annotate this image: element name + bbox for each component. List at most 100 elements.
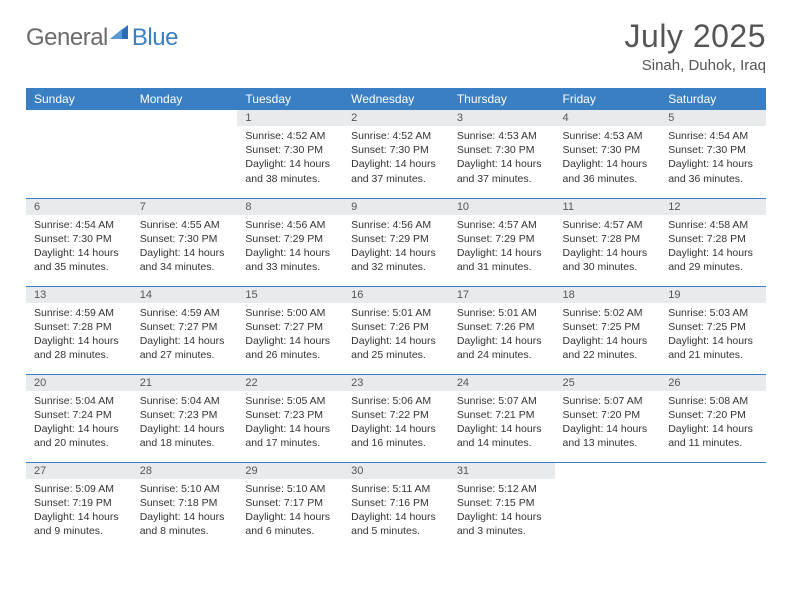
sunset-line: Sunset: 7:20 PM <box>668 408 758 422</box>
calendar-day-cell: 19Sunrise: 5:03 AMSunset: 7:25 PMDayligh… <box>660 286 766 374</box>
day-number: 22 <box>237 375 343 391</box>
daylight-line: Daylight: 14 hours and 20 minutes. <box>34 422 124 450</box>
day-content: Sunrise: 5:05 AMSunset: 7:23 PMDaylight:… <box>237 391 343 455</box>
logo: General Blue <box>26 18 178 52</box>
sunrise-line: Sunrise: 4:54 AM <box>34 218 124 232</box>
calendar-day-cell: 31Sunrise: 5:12 AMSunset: 7:15 PMDayligh… <box>449 462 555 550</box>
day-content: Sunrise: 4:57 AMSunset: 7:29 PMDaylight:… <box>449 215 555 279</box>
daylight-line: Daylight: 14 hours and 26 minutes. <box>245 334 335 362</box>
day-content: Sunrise: 4:52 AMSunset: 7:30 PMDaylight:… <box>237 126 343 190</box>
weekday-header-row: Sunday Monday Tuesday Wednesday Thursday… <box>26 88 766 110</box>
calendar-day-cell: 1Sunrise: 4:52 AMSunset: 7:30 PMDaylight… <box>237 110 343 198</box>
calendar-week-row: 20Sunrise: 5:04 AMSunset: 7:24 PMDayligh… <box>26 374 766 462</box>
day-content: Sunrise: 5:07 AMSunset: 7:21 PMDaylight:… <box>449 391 555 455</box>
day-number: 31 <box>449 463 555 479</box>
sunrise-line: Sunrise: 4:53 AM <box>457 129 547 143</box>
day-content: Sunrise: 4:56 AMSunset: 7:29 PMDaylight:… <box>237 215 343 279</box>
calendar-day-cell <box>26 110 132 198</box>
title-block: July 2025 Sinah, Duhok, Iraq <box>625 18 766 74</box>
day-content: Sunrise: 4:53 AMSunset: 7:30 PMDaylight:… <box>555 126 661 190</box>
daylight-line: Daylight: 14 hours and 22 minutes. <box>563 334 653 362</box>
sunset-line: Sunset: 7:24 PM <box>34 408 124 422</box>
header: General Blue July 2025 Sinah, Duhok, Ira… <box>26 18 766 74</box>
calendar-day-cell: 23Sunrise: 5:06 AMSunset: 7:22 PMDayligh… <box>343 374 449 462</box>
sunset-line: Sunset: 7:26 PM <box>351 320 441 334</box>
calendar-day-cell: 7Sunrise: 4:55 AMSunset: 7:30 PMDaylight… <box>132 198 238 286</box>
sunset-line: Sunset: 7:30 PM <box>668 143 758 157</box>
sunset-line: Sunset: 7:25 PM <box>668 320 758 334</box>
daylight-line: Daylight: 14 hours and 16 minutes. <box>351 422 441 450</box>
sunrise-line: Sunrise: 4:57 AM <box>563 218 653 232</box>
sunrise-line: Sunrise: 5:09 AM <box>34 482 124 496</box>
location: Sinah, Duhok, Iraq <box>625 57 766 74</box>
weekday-header: Friday <box>555 88 661 110</box>
day-number: 11 <box>555 199 661 215</box>
daylight-line: Daylight: 14 hours and 38 minutes. <box>245 157 335 185</box>
day-number: 24 <box>449 375 555 391</box>
day-content: Sunrise: 4:57 AMSunset: 7:28 PMDaylight:… <box>555 215 661 279</box>
daylight-line: Daylight: 14 hours and 37 minutes. <box>457 157 547 185</box>
sunset-line: Sunset: 7:23 PM <box>245 408 335 422</box>
calendar-day-cell: 10Sunrise: 4:57 AMSunset: 7:29 PMDayligh… <box>449 198 555 286</box>
logo-text-general: General <box>26 24 108 52</box>
sunset-line: Sunset: 7:28 PM <box>563 232 653 246</box>
weekday-header: Thursday <box>449 88 555 110</box>
calendar-day-cell <box>132 110 238 198</box>
day-number <box>660 463 766 479</box>
sunset-line: Sunset: 7:17 PM <box>245 496 335 510</box>
calendar-day-cell: 27Sunrise: 5:09 AMSunset: 7:19 PMDayligh… <box>26 462 132 550</box>
daylight-line: Daylight: 14 hours and 36 minutes. <box>563 157 653 185</box>
calendar-day-cell: 11Sunrise: 4:57 AMSunset: 7:28 PMDayligh… <box>555 198 661 286</box>
logo-text-blue: Blue <box>132 24 178 52</box>
day-content: Sunrise: 5:01 AMSunset: 7:26 PMDaylight:… <box>449 303 555 367</box>
sunrise-line: Sunrise: 5:06 AM <box>351 394 441 408</box>
daylight-line: Daylight: 14 hours and 8 minutes. <box>140 510 230 538</box>
day-number: 26 <box>660 375 766 391</box>
day-content: Sunrise: 4:59 AMSunset: 7:28 PMDaylight:… <box>26 303 132 367</box>
sunset-line: Sunset: 7:20 PM <box>563 408 653 422</box>
day-number: 19 <box>660 287 766 303</box>
day-number: 20 <box>26 375 132 391</box>
calendar-day-cell <box>660 462 766 550</box>
daylight-line: Daylight: 14 hours and 6 minutes. <box>245 510 335 538</box>
day-number: 2 <box>343 110 449 126</box>
day-content: Sunrise: 5:08 AMSunset: 7:20 PMDaylight:… <box>660 391 766 455</box>
day-number: 18 <box>555 287 661 303</box>
sunrise-line: Sunrise: 4:55 AM <box>140 218 230 232</box>
sunrise-line: Sunrise: 4:59 AM <box>140 306 230 320</box>
daylight-line: Daylight: 14 hours and 28 minutes. <box>34 334 124 362</box>
calendar-week-row: 13Sunrise: 4:59 AMSunset: 7:28 PMDayligh… <box>26 286 766 374</box>
sunset-line: Sunset: 7:30 PM <box>140 232 230 246</box>
day-number: 10 <box>449 199 555 215</box>
calendar-day-cell: 16Sunrise: 5:01 AMSunset: 7:26 PMDayligh… <box>343 286 449 374</box>
calendar-day-cell: 15Sunrise: 5:00 AMSunset: 7:27 PMDayligh… <box>237 286 343 374</box>
sunrise-line: Sunrise: 5:08 AM <box>668 394 758 408</box>
daylight-line: Daylight: 14 hours and 30 minutes. <box>563 246 653 274</box>
sunrise-line: Sunrise: 5:11 AM <box>351 482 441 496</box>
day-number: 29 <box>237 463 343 479</box>
daylight-line: Daylight: 14 hours and 35 minutes. <box>34 246 124 274</box>
day-number <box>26 110 132 126</box>
logo-sail-icon <box>108 23 130 41</box>
daylight-line: Daylight: 14 hours and 34 minutes. <box>140 246 230 274</box>
daylight-line: Daylight: 14 hours and 9 minutes. <box>34 510 124 538</box>
day-number: 16 <box>343 287 449 303</box>
day-content: Sunrise: 5:09 AMSunset: 7:19 PMDaylight:… <box>26 479 132 543</box>
sunrise-line: Sunrise: 5:12 AM <box>457 482 547 496</box>
calendar-day-cell: 9Sunrise: 4:56 AMSunset: 7:29 PMDaylight… <box>343 198 449 286</box>
calendar-day-cell: 18Sunrise: 5:02 AMSunset: 7:25 PMDayligh… <box>555 286 661 374</box>
sunset-line: Sunset: 7:30 PM <box>563 143 653 157</box>
sunset-line: Sunset: 7:27 PM <box>245 320 335 334</box>
day-number: 6 <box>26 199 132 215</box>
sunrise-line: Sunrise: 5:03 AM <box>668 306 758 320</box>
day-number: 13 <box>26 287 132 303</box>
sunset-line: Sunset: 7:22 PM <box>351 408 441 422</box>
calendar-day-cell: 8Sunrise: 4:56 AMSunset: 7:29 PMDaylight… <box>237 198 343 286</box>
calendar-day-cell: 17Sunrise: 5:01 AMSunset: 7:26 PMDayligh… <box>449 286 555 374</box>
sunset-line: Sunset: 7:30 PM <box>457 143 547 157</box>
sunrise-line: Sunrise: 4:52 AM <box>245 129 335 143</box>
day-number: 17 <box>449 287 555 303</box>
day-content: Sunrise: 5:11 AMSunset: 7:16 PMDaylight:… <box>343 479 449 543</box>
day-number: 30 <box>343 463 449 479</box>
calendar-day-cell: 6Sunrise: 4:54 AMSunset: 7:30 PMDaylight… <box>26 198 132 286</box>
